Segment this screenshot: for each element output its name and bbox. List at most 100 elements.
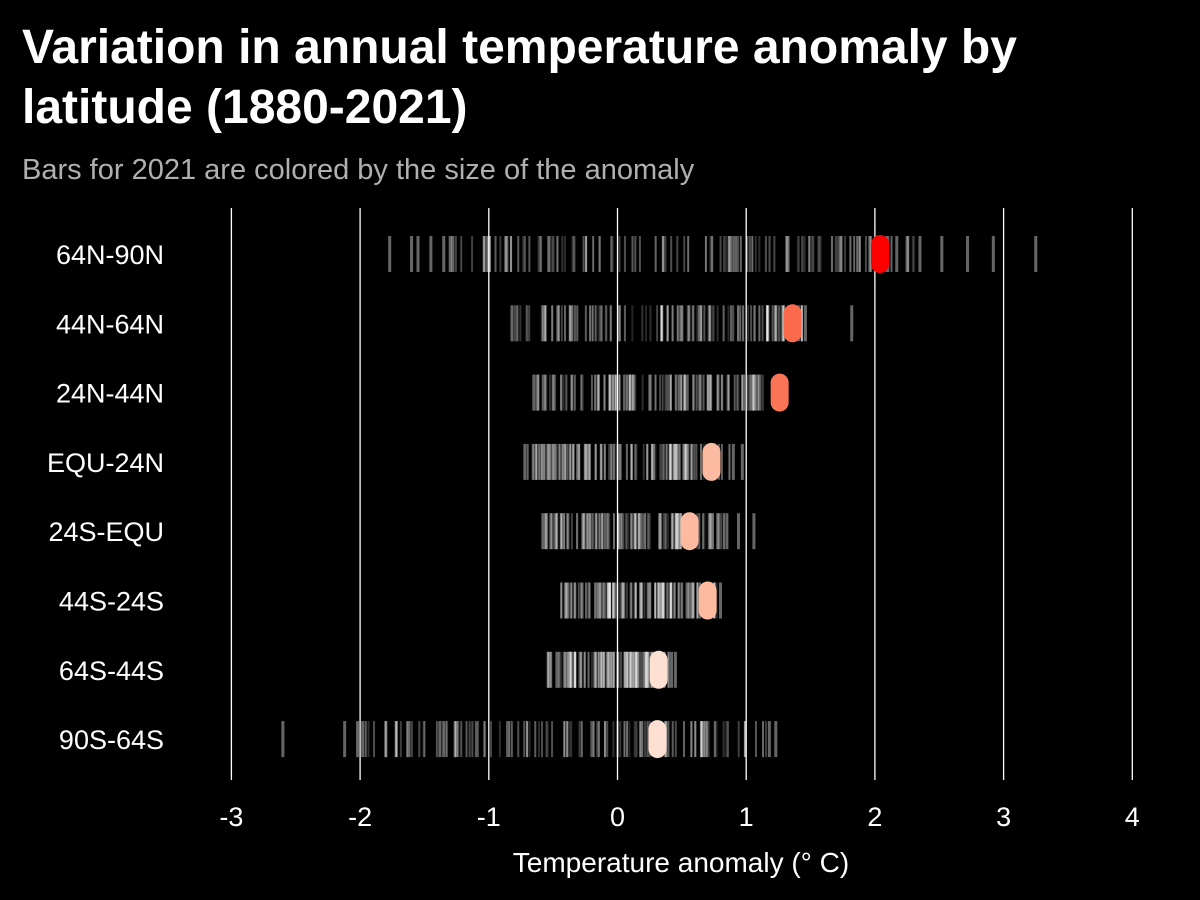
year-stripe — [864, 236, 867, 272]
band-row — [388, 236, 1038, 272]
year-stripe — [569, 443, 572, 480]
year-stripe — [543, 443, 546, 480]
year-stripe — [566, 651, 569, 688]
year-stripe — [626, 651, 629, 688]
year-stripe — [706, 374, 709, 411]
year-stripe — [595, 651, 598, 688]
year-stripe — [742, 305, 745, 342]
year-stripe — [556, 236, 559, 272]
year-stripe — [608, 513, 611, 550]
year-stripe — [635, 651, 638, 688]
year-stripe — [725, 721, 728, 758]
year-stripe — [569, 651, 572, 688]
year-stripe — [710, 305, 713, 342]
x-tick-label: -1 — [477, 802, 501, 832]
year-stripe — [632, 651, 635, 688]
year-stripe — [659, 374, 662, 411]
year-stripe — [555, 513, 558, 550]
year-stripe — [817, 236, 820, 272]
year-stripe — [746, 374, 749, 411]
year-stripe — [685, 443, 688, 480]
year-stripe — [644, 513, 647, 550]
year-stripe — [603, 374, 606, 411]
year-stripe — [580, 651, 583, 688]
year-stripe — [858, 236, 861, 272]
year-stripe — [629, 582, 632, 619]
year-stripe — [709, 374, 712, 411]
year-stripe — [661, 582, 664, 619]
outlier-year-stripe — [918, 236, 922, 272]
year-stripe — [685, 582, 688, 619]
year-stripe — [808, 236, 811, 272]
year-stripe — [583, 443, 586, 480]
year-stripe — [663, 582, 666, 619]
year-stripe — [671, 305, 674, 342]
year-stripe — [678, 513, 681, 550]
year-stripe — [611, 651, 614, 688]
year-stripe — [674, 582, 677, 619]
year-stripe — [662, 443, 665, 480]
year-stripe — [853, 236, 856, 272]
year-stripe — [658, 582, 661, 619]
year-stripe — [567, 513, 570, 550]
year-stripe — [625, 582, 628, 619]
year-stripe — [907, 236, 910, 272]
x-axis-title: Temperature anomaly (° C) — [513, 847, 849, 878]
year-stripe — [720, 374, 723, 411]
year-stripe — [574, 582, 577, 619]
year-stripe — [544, 513, 547, 550]
year-stripe — [665, 443, 668, 480]
year-stripe — [673, 443, 676, 480]
year-stripe — [723, 236, 726, 272]
year-stripe — [716, 374, 719, 411]
year-stripe — [766, 305, 769, 342]
year-stripe — [577, 443, 580, 480]
year-stripe — [704, 236, 707, 272]
year-stripe — [691, 443, 694, 480]
year-stripe — [612, 513, 615, 550]
year-stripe — [457, 721, 460, 758]
year-stripe — [526, 443, 529, 480]
year-stripe — [666, 305, 669, 342]
year-stripe — [465, 721, 468, 758]
year-stripe — [670, 236, 673, 272]
year-stripe — [576, 513, 579, 550]
year-stripe — [810, 236, 813, 272]
outlier-year-stripe — [905, 236, 909, 272]
year-stripe — [617, 651, 620, 688]
year-stripe — [528, 305, 531, 342]
year-stripe — [731, 236, 734, 272]
year-stripe — [595, 513, 598, 550]
x-tick-label: -2 — [348, 802, 372, 832]
year-stripe — [631, 236, 634, 272]
year-stripe — [566, 721, 569, 758]
year-stripe — [595, 443, 598, 480]
year-stripe — [399, 721, 402, 758]
year-stripe — [617, 513, 620, 550]
year-stripe — [628, 651, 631, 688]
bar-2021 — [702, 442, 721, 481]
year-stripe — [599, 236, 602, 272]
year-stripe — [669, 443, 672, 480]
year-stripe — [679, 305, 682, 342]
year-stripe — [569, 443, 572, 480]
year-stripe — [445, 721, 448, 758]
year-stripe — [630, 651, 633, 688]
year-stripe — [594, 582, 597, 619]
year-stripe — [725, 374, 728, 411]
year-stripe — [585, 236, 588, 272]
year-stripe — [657, 582, 660, 619]
year-stripe — [760, 374, 763, 411]
year-stripe — [654, 236, 657, 272]
year-stripe — [626, 651, 629, 688]
year-stripe — [583, 513, 586, 550]
year-stripe — [568, 721, 571, 758]
year-stripe — [471, 721, 474, 758]
year-stripe — [549, 513, 552, 550]
year-stripe — [911, 236, 914, 272]
year-stripe — [696, 305, 699, 342]
year-stripe — [556, 443, 559, 480]
year-stripe — [593, 651, 596, 688]
year-stripe — [686, 374, 689, 411]
